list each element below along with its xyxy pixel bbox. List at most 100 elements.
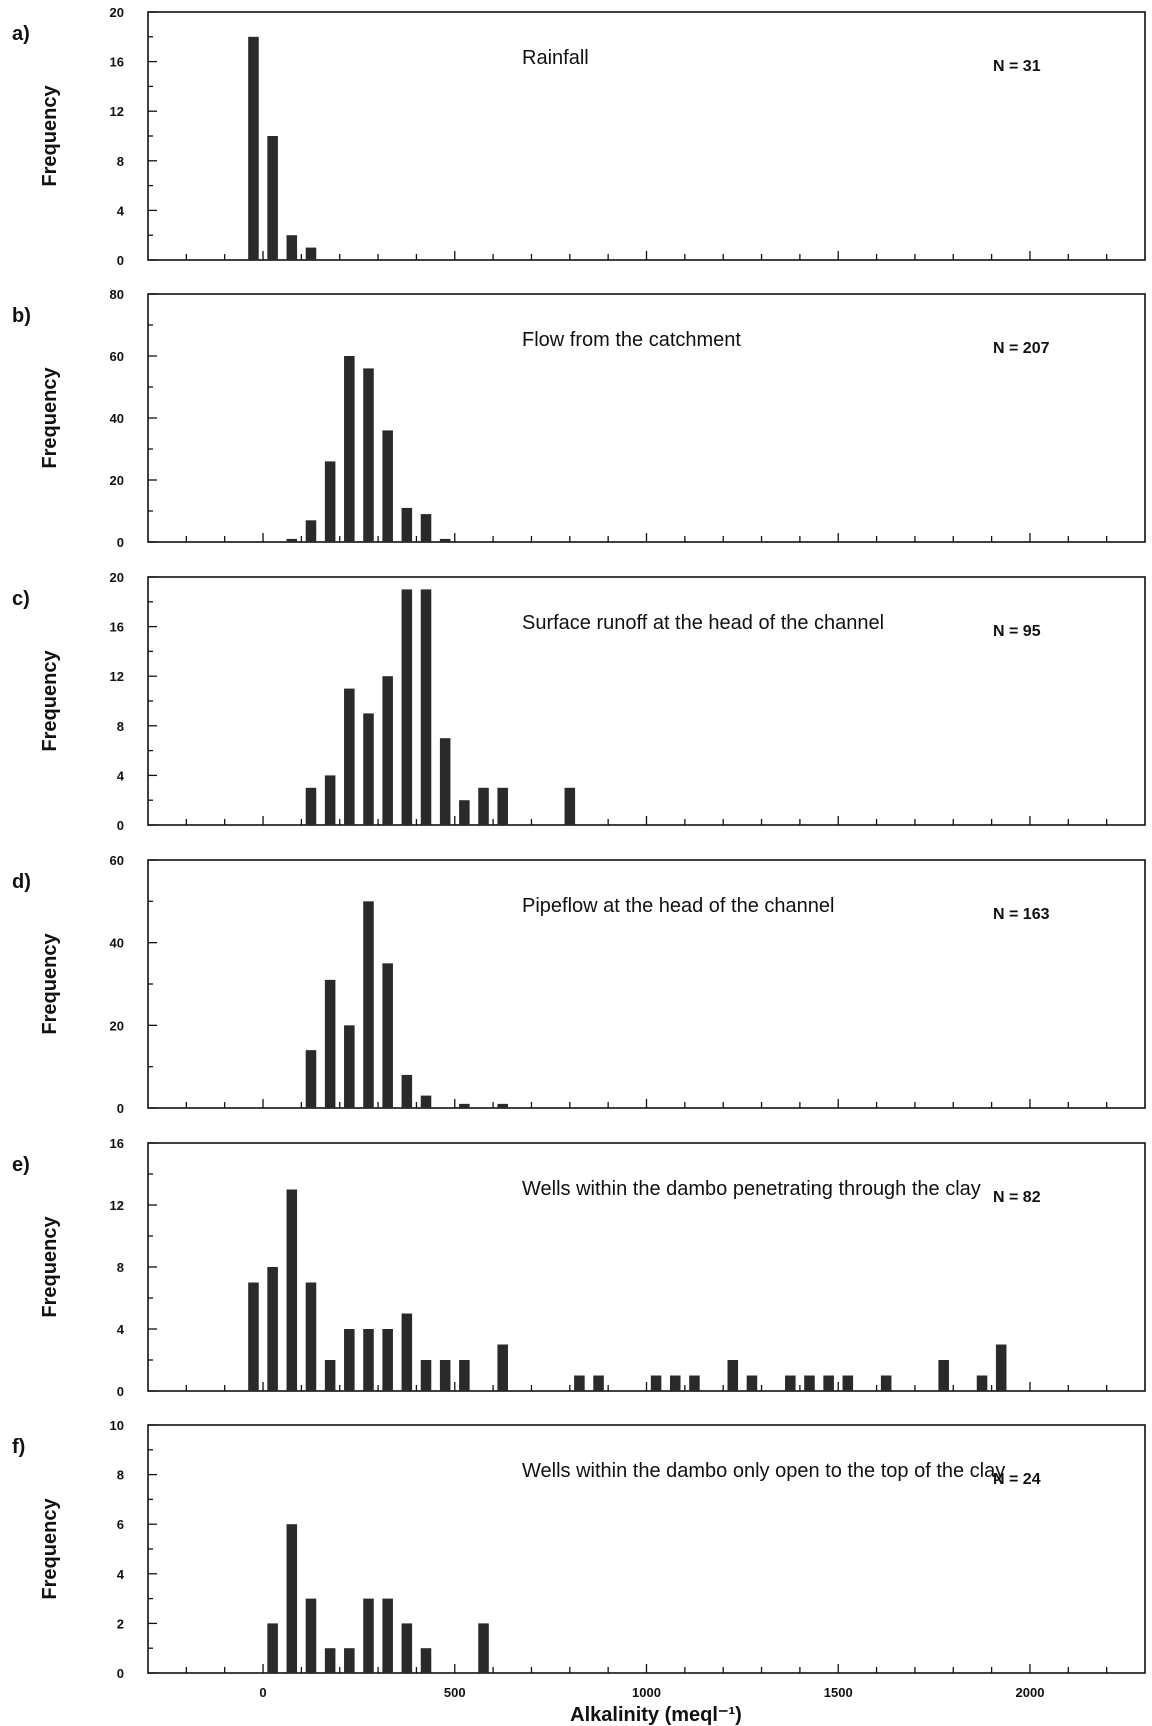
bar (497, 1103, 508, 1108)
y-tick-label: 60 (110, 349, 124, 364)
panel-label: d) (12, 871, 31, 893)
bar (305, 520, 317, 542)
bar (286, 235, 298, 260)
panel-title: Flow from the catchment (522, 329, 741, 351)
bar (420, 1360, 432, 1391)
bar (976, 1375, 988, 1391)
plot-frame (147, 11, 1146, 261)
bar (363, 1329, 374, 1391)
y-tick-label: 4 (117, 1567, 125, 1582)
panel-title: Pipeflow at the head of the channel (522, 895, 834, 917)
bar (363, 901, 374, 1108)
x-tick-label: 1500 (824, 1685, 853, 1700)
bar (938, 1360, 949, 1391)
bar (382, 430, 393, 542)
y-tick-label: 16 (110, 1136, 124, 1151)
y-tick-label: 0 (117, 1384, 124, 1399)
y-tick-label: 80 (110, 287, 124, 302)
panel-label: c) (12, 588, 30, 610)
bar (324, 979, 336, 1108)
bar (248, 1282, 259, 1391)
bar (267, 136, 278, 260)
bar (382, 1329, 393, 1391)
y-tick-label: 10 (110, 1418, 124, 1433)
y-tick-label: 6 (117, 1517, 124, 1532)
y-tick-label: 12 (110, 104, 124, 119)
y-tick-label: 0 (117, 818, 124, 833)
y-tick-label: 8 (117, 719, 124, 734)
panel-title: Surface runoff at the head of the channe… (522, 612, 884, 634)
bar (305, 1282, 317, 1391)
y-axis-title: Frequency (39, 367, 61, 469)
bar (344, 1329, 355, 1391)
bar (382, 963, 393, 1108)
bar (459, 1103, 470, 1108)
bar (650, 1375, 662, 1391)
bar (344, 1025, 355, 1108)
y-tick-label: 16 (110, 55, 124, 70)
bar (324, 1360, 336, 1391)
panel-c: 0 4 8 12 16 20 Frequency c) Surface runoff at th… (12, 570, 1146, 833)
y-tick-label: 8 (117, 1468, 124, 1483)
bar (286, 1189, 298, 1391)
bar (842, 1375, 854, 1391)
panel-title: Rainfall (522, 47, 589, 69)
x-tick-label: 2000 (1016, 1685, 1045, 1700)
bar (564, 787, 576, 825)
y-tick-label: 0 (117, 1101, 124, 1116)
bar (344, 1648, 355, 1673)
bar (785, 1375, 796, 1391)
y-tick-label: 0 (117, 535, 124, 550)
bar (305, 787, 317, 825)
sample-size-label: N = 163 (993, 906, 1050, 923)
panel-b: 0 20 40 60 80 Frequency b) Flow from the catchm… (12, 287, 1146, 550)
panel-label: b) (12, 305, 31, 327)
sample-size-label: N = 82 (993, 1189, 1041, 1206)
bar (363, 1598, 374, 1673)
y-tick-label: 8 (117, 1260, 124, 1275)
bar (497, 787, 508, 825)
bar (459, 800, 470, 825)
bar (439, 738, 451, 825)
y-tick-label: 0 (117, 253, 124, 268)
y-tick-label: 40 (110, 411, 124, 426)
bar (420, 1648, 432, 1673)
y-tick-label: 16 (110, 620, 124, 635)
y-tick-label: 12 (110, 1198, 124, 1213)
bar (305, 1050, 317, 1108)
bar (823, 1375, 834, 1391)
bar (689, 1375, 700, 1391)
bar (804, 1375, 815, 1391)
panel-a: 0 4 8 12 16 20 Frequency a) Rainfall N = 31 (12, 5, 1146, 268)
bar (401, 1623, 413, 1673)
bar (324, 461, 336, 542)
bar (420, 1095, 432, 1108)
y-axis-title: Frequency (39, 1216, 61, 1318)
y-tick-label: 4 (117, 768, 125, 783)
bar (267, 1623, 278, 1673)
bar (344, 688, 355, 825)
y-axis-title: Frequency (39, 650, 61, 752)
y-tick-label: 2 (117, 1616, 124, 1631)
bar (593, 1375, 604, 1391)
bar (324, 775, 336, 825)
bar (880, 1375, 892, 1391)
bar (286, 1524, 298, 1673)
sample-size-label: N = 207 (993, 340, 1050, 357)
panel-d: 0 20 40 60 Frequency d) Pipeflow at the head o… (12, 853, 1146, 1116)
y-tick-label: 0 (117, 1666, 124, 1681)
y-tick-label: 20 (110, 1018, 124, 1033)
bar (420, 514, 432, 542)
y-axis-title: Frequency (39, 933, 61, 1035)
x-tick-label: 500 (444, 1685, 466, 1700)
y-tick-label: 60 (110, 853, 124, 868)
bar (382, 676, 393, 825)
bar (459, 1360, 470, 1391)
y-axis-title: Frequency (39, 85, 61, 187)
y-tick-label: 40 (110, 936, 124, 951)
bar (344, 356, 355, 542)
y-tick-label: 12 (110, 669, 124, 684)
bar (305, 1598, 317, 1673)
bar (401, 1074, 413, 1108)
sample-size-label: N = 24 (993, 1471, 1041, 1488)
